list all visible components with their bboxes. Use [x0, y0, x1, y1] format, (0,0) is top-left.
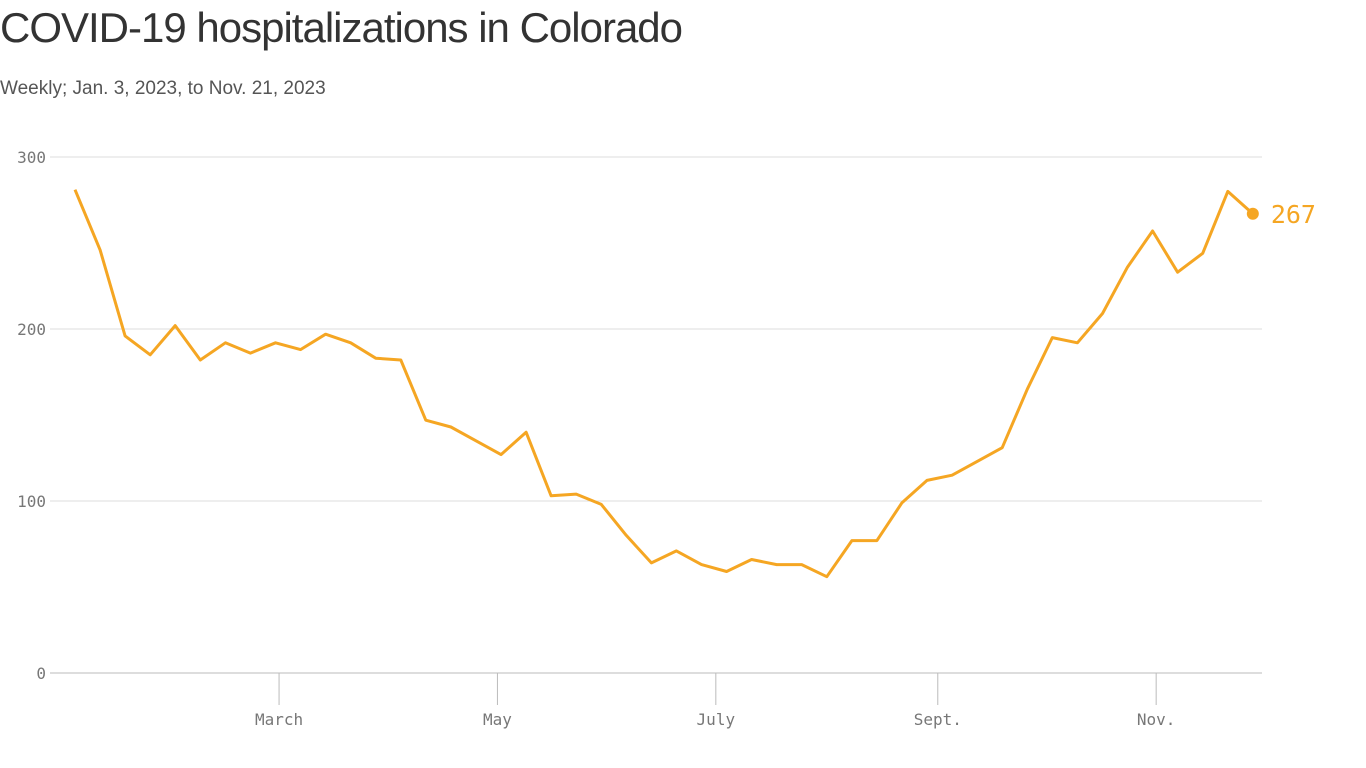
y-tick-label: 300: [17, 148, 46, 167]
data-point: [1246, 207, 1259, 220]
series-line: [73, 189, 1254, 579]
x-tick-label: July: [697, 710, 736, 729]
x-tick-label: Sept.: [914, 710, 962, 729]
y-tick-label: 0: [36, 664, 46, 683]
x-tick-label: March: [255, 710, 303, 729]
x-tick-label: May: [483, 710, 512, 729]
chart-subtitle: Weekly; Jan. 3, 2023, to Nov. 21, 2023: [0, 78, 326, 99]
chart-title: COVID-19 hospitalizations in Colorado: [0, 4, 683, 51]
y-tick-label: 200: [17, 320, 46, 339]
last-value-label: 267: [1271, 200, 1316, 229]
x-tick-label: Nov.: [1137, 710, 1176, 729]
y-tick-label: 100: [17, 492, 46, 511]
